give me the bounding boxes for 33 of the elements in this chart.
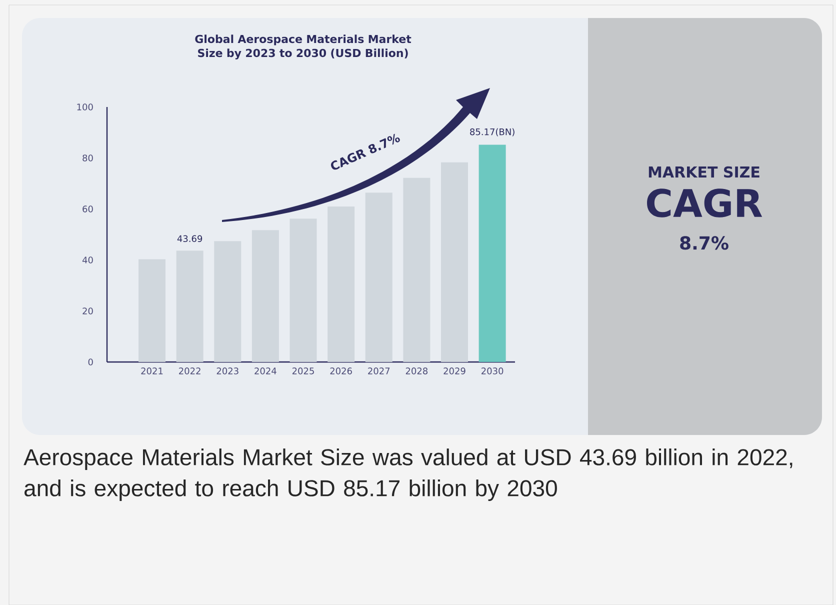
bar	[214, 241, 242, 362]
y-tick-label: 60	[82, 206, 93, 212]
x-tick-label: 2022	[179, 368, 200, 374]
bar	[365, 192, 392, 362]
y-tick-label: 20	[82, 308, 93, 314]
bar	[290, 218, 317, 362]
y-tick-label: 100	[77, 104, 93, 110]
bar	[478, 144, 506, 362]
x-tick-label: 2026	[330, 368, 352, 374]
x-tick-label: 2027	[368, 368, 390, 374]
data-label: 85.17(BN)	[470, 128, 514, 136]
x-tick-label: 2028	[406, 368, 428, 374]
bar	[328, 206, 355, 362]
y-tick-label: 40	[82, 256, 93, 264]
text: Aerospace Materials Market Size was valued at USD 43.69 billion in 2022, and is expected to reach USD 85.17 billion by 2030	[24, 448, 792, 501]
bar	[176, 250, 204, 362]
text: 8.7%	[680, 236, 728, 250]
bar	[138, 259, 166, 362]
x-tick-label: 2029	[444, 368, 466, 374]
y-tick-label: 0	[88, 358, 93, 366]
x-tick-label: 2021	[141, 368, 163, 374]
x-tick-label: 2023	[216, 368, 238, 374]
text: CAGR	[647, 188, 762, 218]
y-tick-label: 80	[82, 154, 93, 162]
bar	[252, 230, 279, 362]
x-tick-label: 2024	[254, 368, 276, 374]
data-label: 43.69	[177, 235, 202, 242]
bar	[403, 178, 430, 362]
x-tick-label: 2030	[482, 368, 504, 374]
chart-title: Global Aerospace Materials Market Size by 2023 to 2030 (USD Billion)	[195, 34, 412, 60]
text: MARKET SIZE	[648, 166, 760, 178]
x-tick-label: 2025	[292, 368, 314, 374]
bar	[441, 162, 468, 362]
